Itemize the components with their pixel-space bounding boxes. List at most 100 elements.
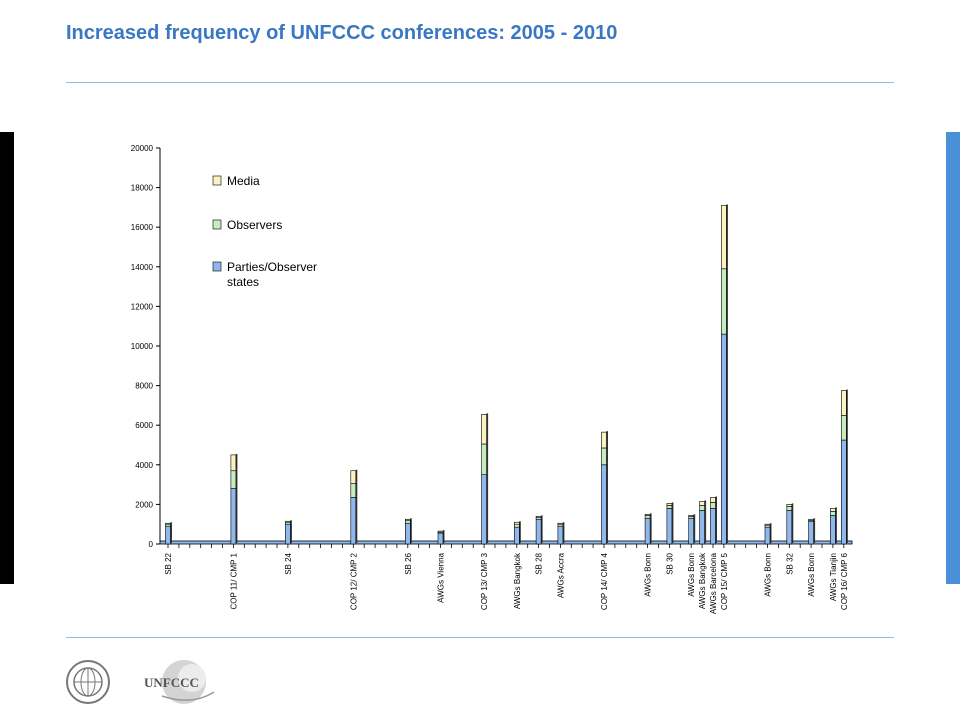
bar-parties-side (443, 532, 445, 543)
bar-parties (481, 474, 487, 545)
right-accent-bar (946, 132, 960, 584)
bar-observers-side (791, 505, 794, 510)
bar-media-side (671, 502, 674, 505)
bar-media-side (650, 513, 652, 515)
bar-observers (513, 523, 520, 528)
bar-observers (699, 505, 705, 511)
bar-parties (764, 526, 771, 545)
y-tick-label: 4000 (135, 461, 153, 470)
bar-media-side (715, 496, 717, 502)
x-tick-label: COP 15/ CMP 5 (720, 552, 729, 610)
bar-media-side (290, 520, 292, 522)
bar-observers-side (170, 523, 172, 526)
bar-parties (644, 517, 651, 545)
bar-parties-side (846, 439, 848, 543)
x-tick-label: COP 13/ CMP 3 (480, 552, 489, 610)
x-tick-label: SB 22 (164, 552, 173, 574)
bar-observers (840, 414, 847, 441)
bar-media (830, 508, 836, 512)
bar-parties (230, 488, 237, 545)
x-tick-label: AWGs Accra (556, 552, 565, 598)
y-tick-label: 10000 (131, 342, 154, 351)
bar-parties-side (562, 525, 565, 543)
bar-observers-side (715, 501, 717, 508)
bar-media-side (486, 413, 489, 444)
bar-observers (786, 506, 793, 511)
bar-observers-side (541, 516, 543, 519)
bar-parties (721, 333, 727, 545)
bar-media-side (693, 514, 696, 516)
x-tick-label: AWGs Bonn (764, 553, 773, 597)
bar-media (350, 470, 357, 484)
bar-observers (350, 483, 357, 498)
bar-observers-side (606, 446, 608, 464)
bar-media (786, 504, 793, 507)
y-tick-label: 20000 (131, 144, 154, 153)
bar-parties-side (235, 487, 238, 543)
bar-observers-side (519, 523, 521, 527)
y-tick-label: 14000 (131, 263, 154, 272)
bar-parties (535, 518, 542, 545)
x-tick-label: SB 28 (535, 552, 544, 574)
bar-media (840, 390, 847, 416)
bar-observers (404, 519, 411, 524)
bar-media (437, 530, 444, 533)
bar-observers-side (671, 504, 674, 508)
x-tick-label: AWGs Bangkok (513, 552, 522, 609)
x-tick-label: COP 11/ CMP 1 (229, 552, 238, 609)
x-tick-label: AWGs Bangkok (698, 552, 707, 609)
bar-parties-side (791, 509, 794, 543)
bar-media (513, 521, 520, 525)
legend-label: Parties/Observer (227, 260, 317, 274)
x-tick-label: COP 16/ CMP 6 (840, 552, 849, 610)
bar-parties (350, 497, 357, 545)
x-tick-label: AWGs Bonn (807, 553, 816, 597)
bar-observers (230, 470, 237, 489)
x-tick-label: AWGs Barcelona (709, 552, 718, 614)
bar-observers-side (290, 521, 292, 524)
un-emblem-icon (66, 660, 110, 704)
bar-media-side (726, 204, 728, 268)
bar-media (644, 513, 651, 516)
bar-parties-side (813, 520, 816, 543)
bar-media (688, 514, 695, 517)
legend-swatch (212, 219, 222, 230)
bar-media-side (562, 522, 565, 524)
bar-parties-side (606, 463, 608, 543)
x-tick-label: SB 30 (665, 552, 674, 574)
bar-parties (808, 520, 814, 545)
bar-media (285, 520, 291, 523)
bar-parties (601, 464, 607, 545)
y-tick-label: 2000 (135, 500, 153, 509)
bar-parties (688, 517, 695, 545)
bar-parties-side (671, 507, 674, 543)
bar-observers (721, 268, 727, 335)
bar-parties-side (355, 496, 358, 543)
bar-observers (666, 505, 673, 509)
bar-observers-side (726, 267, 728, 334)
bar-media (601, 431, 607, 449)
x-tick-label: SB 26 (404, 552, 413, 574)
bar-observers (644, 514, 651, 519)
bar-media-side (791, 503, 794, 506)
bar-parties (830, 514, 836, 545)
bar-media-side (235, 453, 238, 470)
bar-parties (557, 525, 564, 545)
bar-media-side (704, 500, 707, 505)
bar-media (764, 523, 771, 526)
bar-media-side (170, 522, 172, 524)
bar-media (557, 522, 564, 525)
bar-parties (840, 439, 847, 545)
bar-observers (601, 447, 607, 466)
bar-parties-side (486, 473, 489, 543)
bar-media (165, 522, 171, 525)
bar-media-side (443, 530, 445, 532)
bar-parties-side (726, 333, 728, 543)
y-tick-label: 12000 (131, 302, 154, 311)
bar-parties (786, 510, 793, 545)
bar-media-side (355, 469, 358, 483)
bar-observers (481, 443, 487, 476)
x-tick-label: SB 32 (785, 552, 794, 574)
bar-parties (666, 508, 673, 545)
